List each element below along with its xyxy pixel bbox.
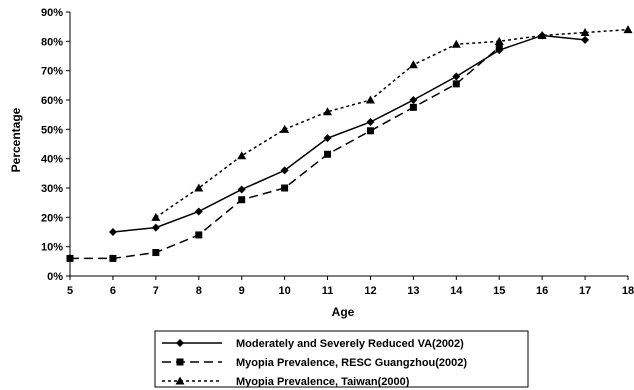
x-tick-label: 17 xyxy=(579,285,591,297)
y-tick-label: 10% xyxy=(41,242,63,254)
data-point xyxy=(237,185,246,194)
x-tick-label: 16 xyxy=(536,285,548,297)
legend: Moderately and Severely Reduced VA(2002)… xyxy=(154,330,529,388)
legend-marker-1 xyxy=(176,339,184,347)
axes: 0% 10% 20% 30% 40% 50% 60% 70% 80% 90% 5 6 7 8 9 10 11 12… xyxy=(41,7,634,297)
y-tick-label: 80% xyxy=(41,36,63,48)
x-axis-title: Age xyxy=(332,305,355,319)
x-tick-label: 5 xyxy=(67,285,73,297)
y-tick-label: 30% xyxy=(41,183,63,195)
series-line-3 xyxy=(155,28,629,218)
data-point xyxy=(195,231,203,239)
legend-marker-3 xyxy=(175,376,185,385)
x-tick-label: 11 xyxy=(322,285,334,297)
data-point xyxy=(408,60,418,69)
data-point xyxy=(452,80,460,88)
data-point xyxy=(323,107,333,116)
data-point xyxy=(623,25,633,34)
data-point xyxy=(194,207,203,216)
y-tick-label: 90% xyxy=(41,7,63,19)
data-point xyxy=(580,28,590,37)
x-tick-label: 15 xyxy=(493,285,505,297)
legend-label-3: Myopia Prevalence, Taiwan(2000) xyxy=(236,376,410,388)
data-point xyxy=(281,184,289,192)
x-tick-label: 7 xyxy=(153,285,159,297)
legend-box xyxy=(154,330,529,388)
y-tick-label: 0% xyxy=(47,271,63,283)
x-tick-label: 13 xyxy=(407,285,419,297)
data-point xyxy=(324,150,332,158)
data-point xyxy=(151,223,160,232)
data-point xyxy=(237,151,247,160)
data-point xyxy=(452,72,461,81)
y-tick-label: 60% xyxy=(41,95,63,107)
y-tick-label: 40% xyxy=(41,154,63,166)
data-point xyxy=(495,43,503,51)
data-point xyxy=(238,196,246,204)
x-tick-label: 12 xyxy=(364,285,376,297)
data-point xyxy=(409,103,417,111)
series-layer xyxy=(66,25,633,262)
data-point xyxy=(581,35,590,44)
x-tick-label: 6 xyxy=(110,285,116,297)
data-point xyxy=(323,134,332,143)
x-tick-label: 18 xyxy=(622,285,634,297)
data-point xyxy=(451,39,461,48)
data-point xyxy=(409,96,418,104)
y-axis-title: Percentage xyxy=(9,107,23,172)
x-tick-label: 9 xyxy=(239,285,245,297)
data-point xyxy=(108,228,117,236)
x-tick-label: 10 xyxy=(278,285,290,297)
data-point xyxy=(194,183,204,192)
data-point xyxy=(109,254,117,262)
data-point xyxy=(280,166,289,175)
data-point xyxy=(366,118,375,126)
data-point xyxy=(66,254,74,262)
data-point xyxy=(494,36,504,45)
legend-label-2: Myopia Prevalence, RESC Guangzhou(2002) xyxy=(236,357,467,369)
data-point xyxy=(365,95,375,104)
series-line-2 xyxy=(70,46,500,260)
y-tick-label: 50% xyxy=(41,124,63,136)
y-tick-label: 70% xyxy=(41,66,63,78)
data-point xyxy=(537,30,547,39)
x-tick-label: 14 xyxy=(450,285,463,297)
data-point xyxy=(366,127,374,135)
legend-marker-2 xyxy=(176,358,184,366)
data-point xyxy=(280,124,290,133)
legend-label-1: Moderately and Severely Reduced VA(2002) xyxy=(236,338,464,350)
series-line-1 xyxy=(112,34,586,233)
x-tick-label: 8 xyxy=(196,285,202,297)
y-tick-label: 20% xyxy=(41,212,63,224)
data-point xyxy=(151,212,161,221)
data-point xyxy=(152,249,160,257)
